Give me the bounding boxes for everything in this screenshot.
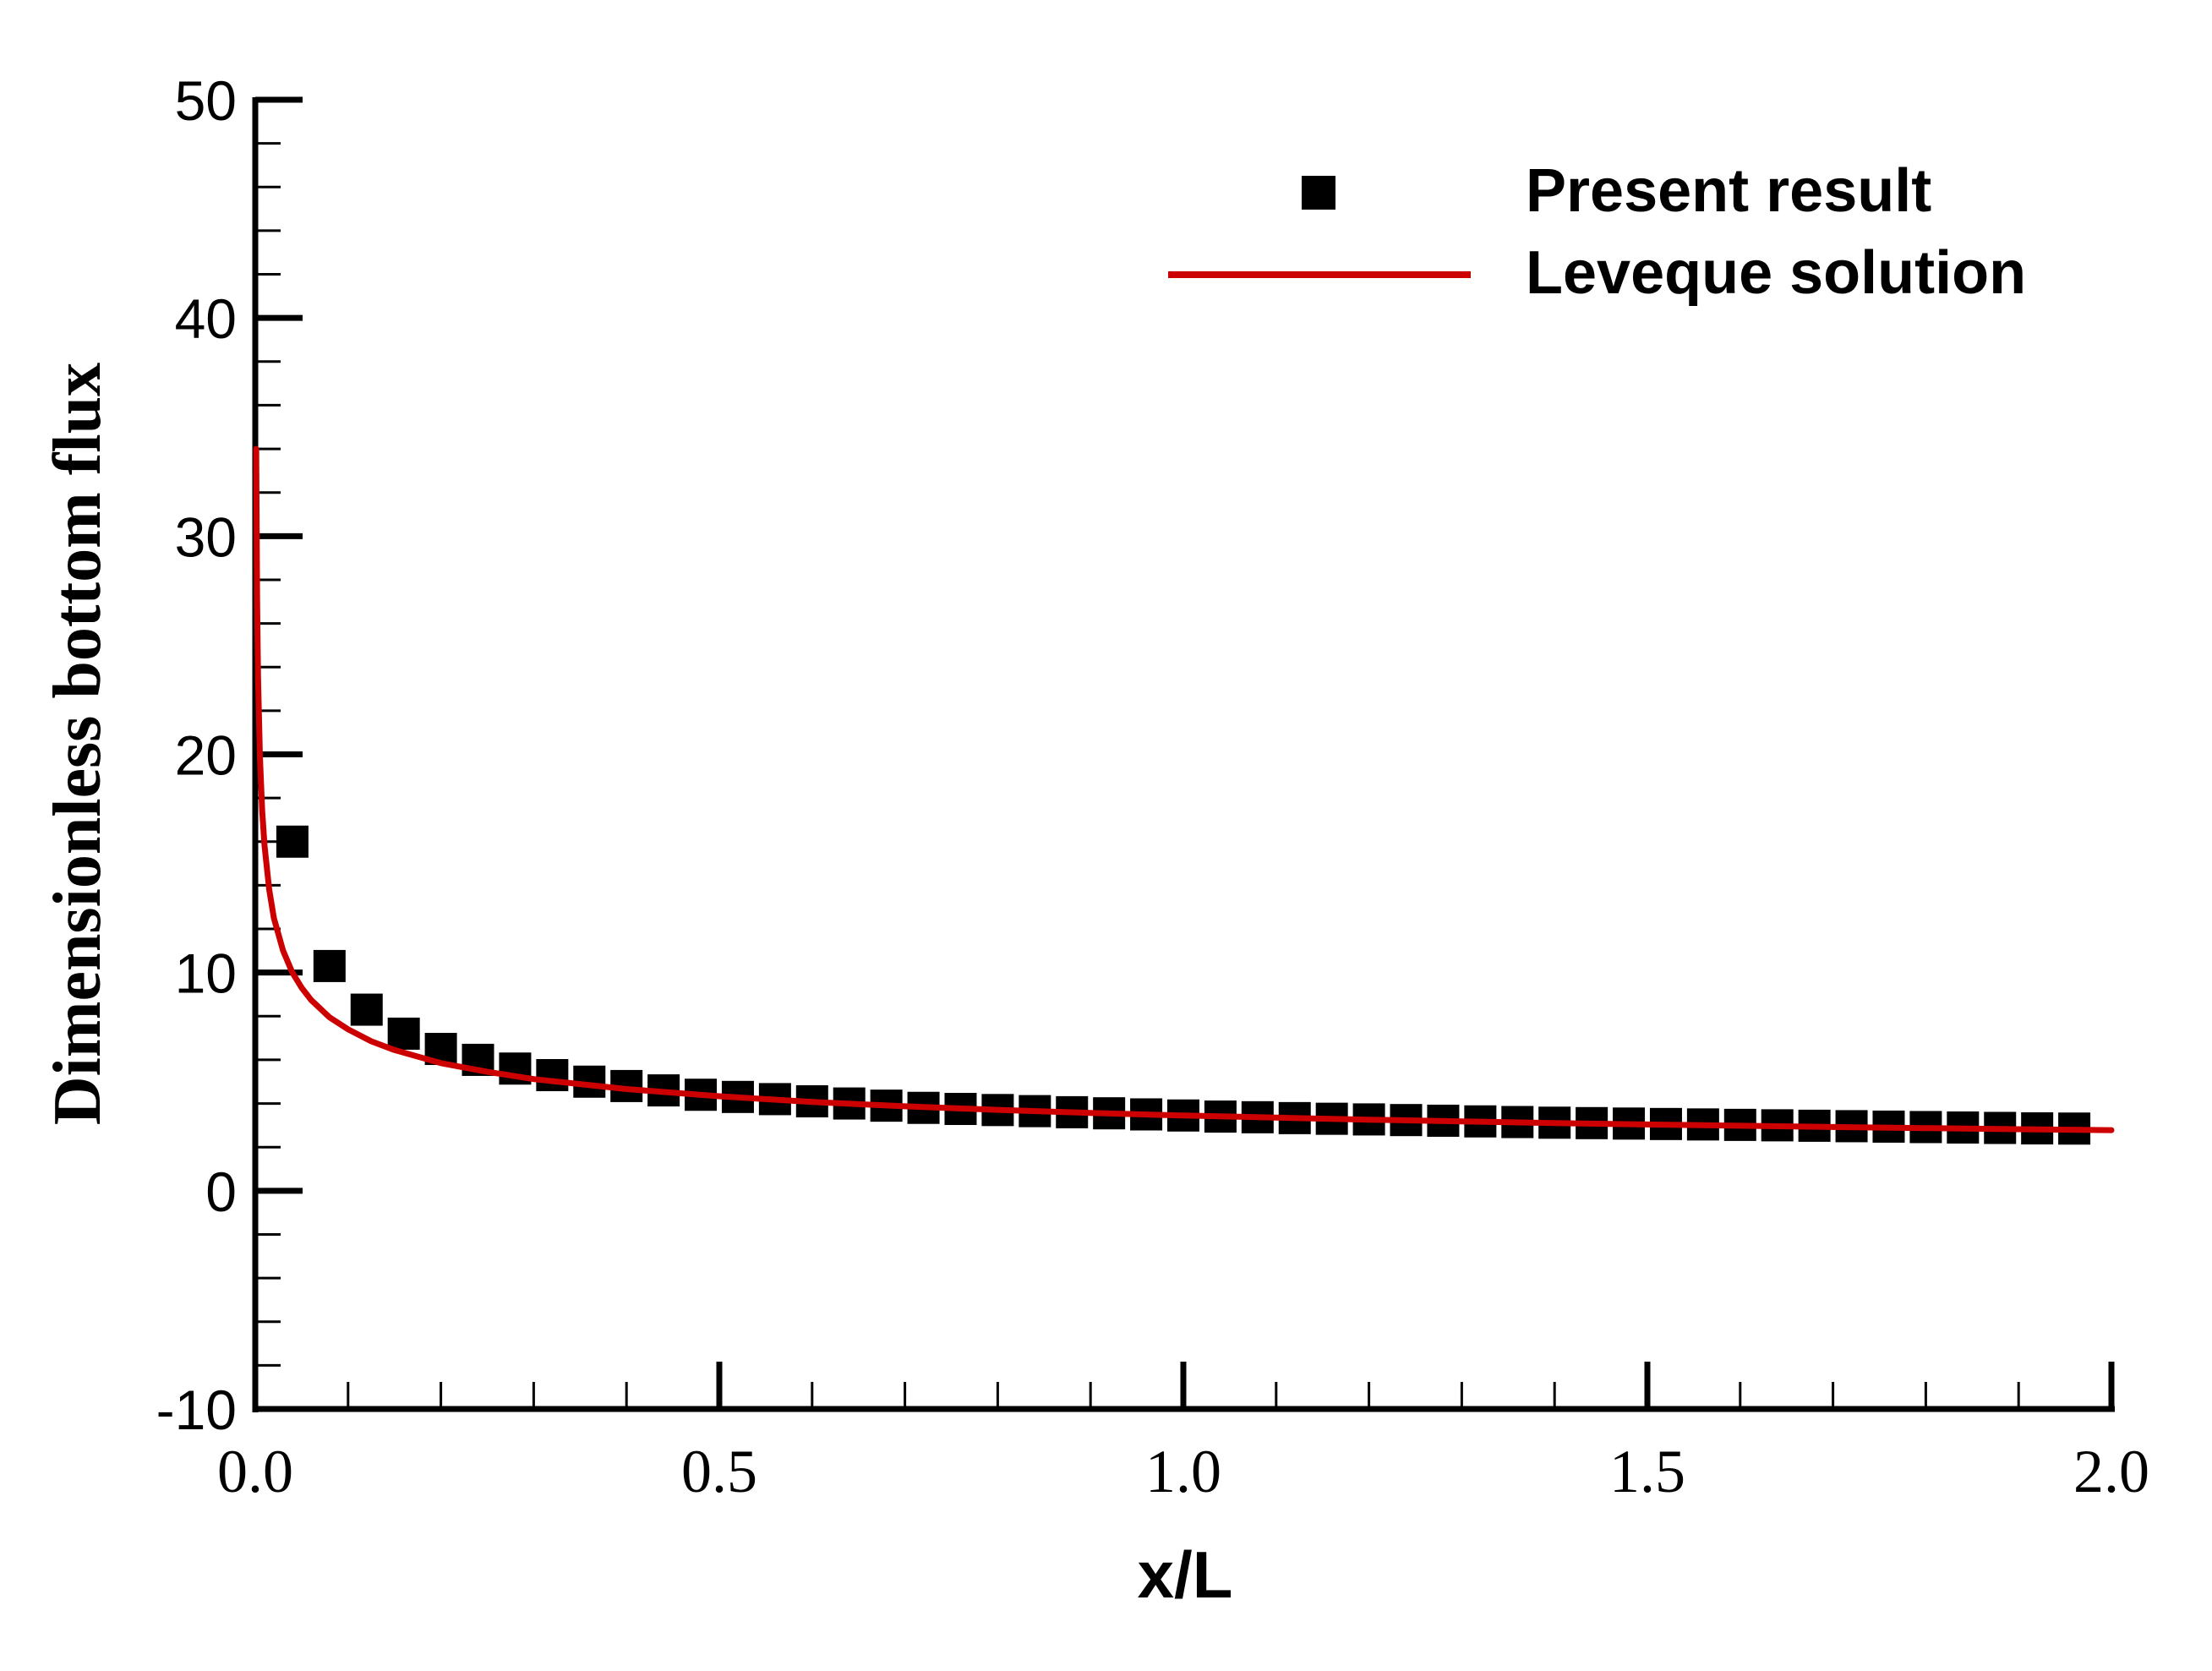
y-tick-label: 20	[175, 724, 237, 787]
present-result-point	[313, 949, 346, 982]
y-tick-label: 40	[175, 287, 237, 350]
x-tick-label: 0.5	[681, 1438, 757, 1505]
y-tick-label: 10	[175, 942, 237, 1005]
axes	[252, 96, 2115, 1412]
legend-marker-present-result	[1302, 176, 1335, 210]
plot-series	[253, 445, 2115, 1145]
x-tick-label: 1.5	[1609, 1438, 1685, 1505]
present-result-point	[276, 825, 309, 858]
x-tick-labels: 0.0 0.5 1.0 1.5 2.0	[217, 1438, 2149, 1505]
y-tick-labels: -10 0 10 20 30 40 50	[156, 69, 237, 1441]
x-axis-label: x/L	[1138, 1537, 1233, 1612]
legend-label-leveque-solution: Leveque solution	[1526, 239, 2026, 307]
y-tick-label: -10	[156, 1379, 237, 1441]
present-result-point	[387, 1017, 420, 1050]
legend-label-present-result: Present result	[1526, 157, 1931, 225]
x-tick-label: 0.0	[217, 1438, 293, 1505]
legend: Present result Leveque solution	[1168, 157, 2026, 307]
y-axis-label: Dimensionless bottom flux	[41, 363, 115, 1125]
y-tick-label: 50	[175, 69, 237, 132]
leveque-solution-line	[253, 445, 2115, 1133]
present-result-point	[350, 993, 383, 1026]
x-tick-label: 2.0	[2073, 1438, 2149, 1505]
y-tick-label: 30	[175, 505, 237, 568]
y-tick-label: 0	[205, 1160, 237, 1223]
present-result-point	[536, 1059, 569, 1092]
x-tick-label: 1.0	[1145, 1438, 1221, 1505]
